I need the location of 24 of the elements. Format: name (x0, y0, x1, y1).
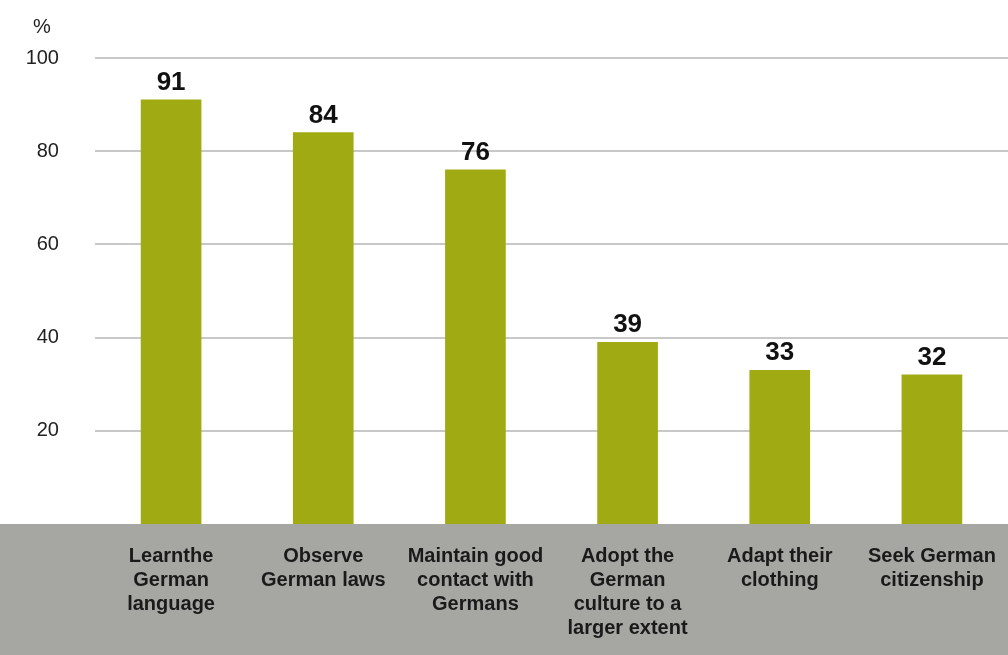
x-tick-label: Adopt the German culture to a larger extent (567, 543, 688, 638)
data-label: 76 (460, 136, 490, 167)
bar (749, 369, 811, 524)
x-tick-label: Maintain good contact with Germans (407, 543, 544, 614)
y-axis-title: % (33, 14, 52, 37)
data-label: 33 (765, 336, 795, 367)
data-label: 84 (308, 98, 339, 129)
y-tick-label: 60 (36, 231, 59, 254)
data-label: 91 (156, 66, 186, 97)
bar (901, 374, 963, 524)
x-tick-label: Seek German citizenship (867, 543, 996, 590)
x-tick-label: Adapt their clothing (726, 543, 833, 590)
y-tick-label: 40 (36, 325, 59, 348)
x-tick-label: Learnthe German language (127, 543, 215, 614)
bar (140, 99, 202, 524)
data-label: 32 (917, 341, 947, 372)
data-label: 39 (613, 308, 643, 339)
y-tick-label: 20 (36, 418, 59, 441)
bar (445, 169, 506, 524)
y-tick-label: 80 (36, 138, 59, 161)
y-tick-label: 100 (25, 45, 59, 68)
bar (597, 341, 658, 524)
x-tick-label: Observe German laws (260, 543, 386, 590)
bar (292, 132, 354, 524)
